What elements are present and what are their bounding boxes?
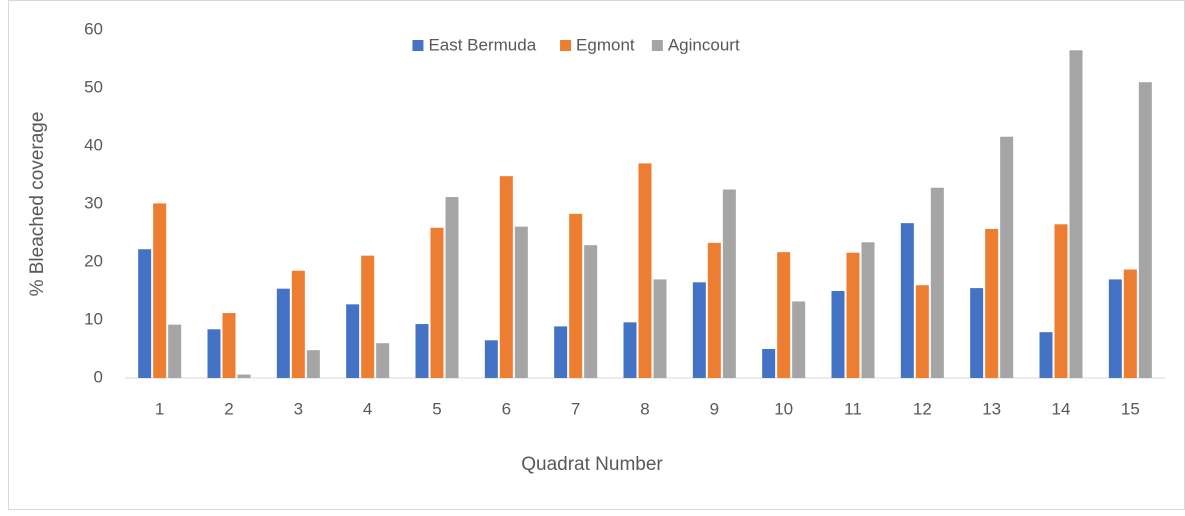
y-tick-label: 30 xyxy=(84,193,103,212)
bar xyxy=(361,255,375,378)
bar xyxy=(623,322,637,378)
bar xyxy=(1069,50,1083,379)
bar xyxy=(1138,82,1152,378)
bar xyxy=(168,324,182,378)
bar xyxy=(638,163,652,378)
x-tick-label: 3 xyxy=(294,399,303,418)
bar xyxy=(915,285,929,378)
bar xyxy=(499,176,513,378)
y-tick-label: 10 xyxy=(84,309,103,328)
y-tick-label: 60 xyxy=(84,19,103,38)
bar xyxy=(792,301,806,378)
x-tick-label: 12 xyxy=(913,399,932,418)
bar xyxy=(861,242,875,378)
bar xyxy=(554,326,568,378)
x-tick-label: 4 xyxy=(363,399,372,418)
x-tick-label: 9 xyxy=(710,399,719,418)
legend-swatch xyxy=(560,40,572,51)
bar xyxy=(346,304,360,378)
bar xyxy=(900,223,914,378)
x-tick-label: 14 xyxy=(1052,399,1071,418)
bar xyxy=(222,313,236,378)
legend-label: Egmont xyxy=(576,35,635,54)
bar xyxy=(138,249,152,378)
x-tick-label: 5 xyxy=(432,399,441,418)
bar xyxy=(846,252,860,378)
legend-swatch xyxy=(651,40,663,51)
bar xyxy=(707,242,721,378)
bar xyxy=(692,282,706,378)
y-tick-label: 50 xyxy=(84,77,103,96)
bar xyxy=(653,279,667,378)
legend-label: East Bermuda xyxy=(428,35,536,54)
bar xyxy=(445,197,459,378)
bar xyxy=(584,245,598,378)
bar xyxy=(930,187,944,378)
bar xyxy=(1123,269,1137,378)
bar xyxy=(207,329,221,378)
x-tick-label: 13 xyxy=(982,399,1001,418)
bar xyxy=(1054,224,1068,378)
x-axis-title: Quadrat Number xyxy=(521,454,663,475)
x-tick-label: 2 xyxy=(224,399,233,418)
bar xyxy=(237,374,251,378)
bar xyxy=(831,291,845,378)
bar xyxy=(291,270,305,378)
bar xyxy=(970,288,984,378)
bar xyxy=(415,324,429,378)
bar xyxy=(722,189,736,378)
x-tick-label: 1 xyxy=(155,399,164,418)
bar xyxy=(1108,279,1122,378)
bar xyxy=(762,349,776,378)
x-tick-label: 7 xyxy=(571,399,580,418)
bar xyxy=(569,213,583,378)
y-tick-label: 40 xyxy=(84,135,103,154)
x-tick-label: 11 xyxy=(844,399,862,418)
bar xyxy=(1039,332,1053,378)
x-tick-label: 10 xyxy=(774,399,793,418)
bar xyxy=(430,227,444,378)
legend-swatch xyxy=(412,40,424,51)
bar xyxy=(985,228,999,378)
legend-label: Agincourt xyxy=(668,35,740,54)
bar xyxy=(484,340,498,378)
bar xyxy=(306,350,320,378)
bar xyxy=(777,252,791,378)
x-tick-label: 8 xyxy=(640,399,649,418)
y-axis-title: % Bleached coverage xyxy=(27,112,48,297)
x-tick-label: 15 xyxy=(1121,399,1140,418)
y-tick-label: 20 xyxy=(84,251,103,270)
bar xyxy=(1000,136,1014,378)
bar xyxy=(376,343,390,378)
bar xyxy=(514,226,528,378)
bar xyxy=(153,203,167,378)
x-tick-label: 6 xyxy=(502,399,511,418)
y-tick-label: 0 xyxy=(94,367,103,386)
bar xyxy=(276,288,290,378)
